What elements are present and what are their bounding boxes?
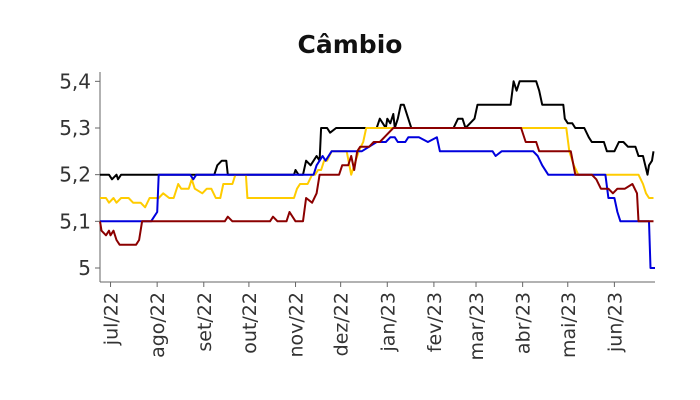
axes bbox=[99, 72, 655, 283]
y-ticks: 5 5,1 5,2 5,3 5,4 bbox=[59, 69, 100, 280]
x-tick-label: set/22 bbox=[194, 292, 216, 352]
x-tick-label: dez/22 bbox=[331, 292, 353, 356]
x-tick-label: out/22 bbox=[239, 292, 261, 354]
x-tick-label: jun/23 bbox=[604, 292, 626, 353]
y-tick-label: 5 bbox=[78, 256, 91, 280]
x-tick-label: fev/23 bbox=[424, 292, 446, 352]
y-tick-label: 5,1 bbox=[59, 209, 91, 233]
series-line-3 bbox=[100, 136, 655, 269]
y-tick-label: 5,2 bbox=[59, 163, 91, 187]
series-line-4 bbox=[99, 127, 654, 246]
series-group bbox=[99, 80, 655, 269]
x-tick-label: ago/22 bbox=[147, 292, 169, 358]
x-tick-label: mar/23 bbox=[466, 292, 488, 361]
x-tick-label: jan/23 bbox=[377, 292, 399, 353]
x-tick-label: mai/23 bbox=[558, 292, 580, 358]
series-line-1 bbox=[100, 80, 655, 181]
x-tick-label: jul/22 bbox=[101, 292, 123, 346]
x-tick-label: abr/23 bbox=[513, 292, 535, 354]
y-tick-label: 5,4 bbox=[59, 69, 91, 93]
x-ticks: jul/22 ago/22 set/22 out/22 nov/22 dez/22 jan/… bbox=[101, 282, 626, 361]
y-tick-label: 5,3 bbox=[59, 116, 91, 140]
chart-title: Câmbio bbox=[297, 30, 403, 59]
series-line-2 bbox=[100, 127, 654, 209]
x-tick-label: nov/22 bbox=[286, 292, 308, 358]
